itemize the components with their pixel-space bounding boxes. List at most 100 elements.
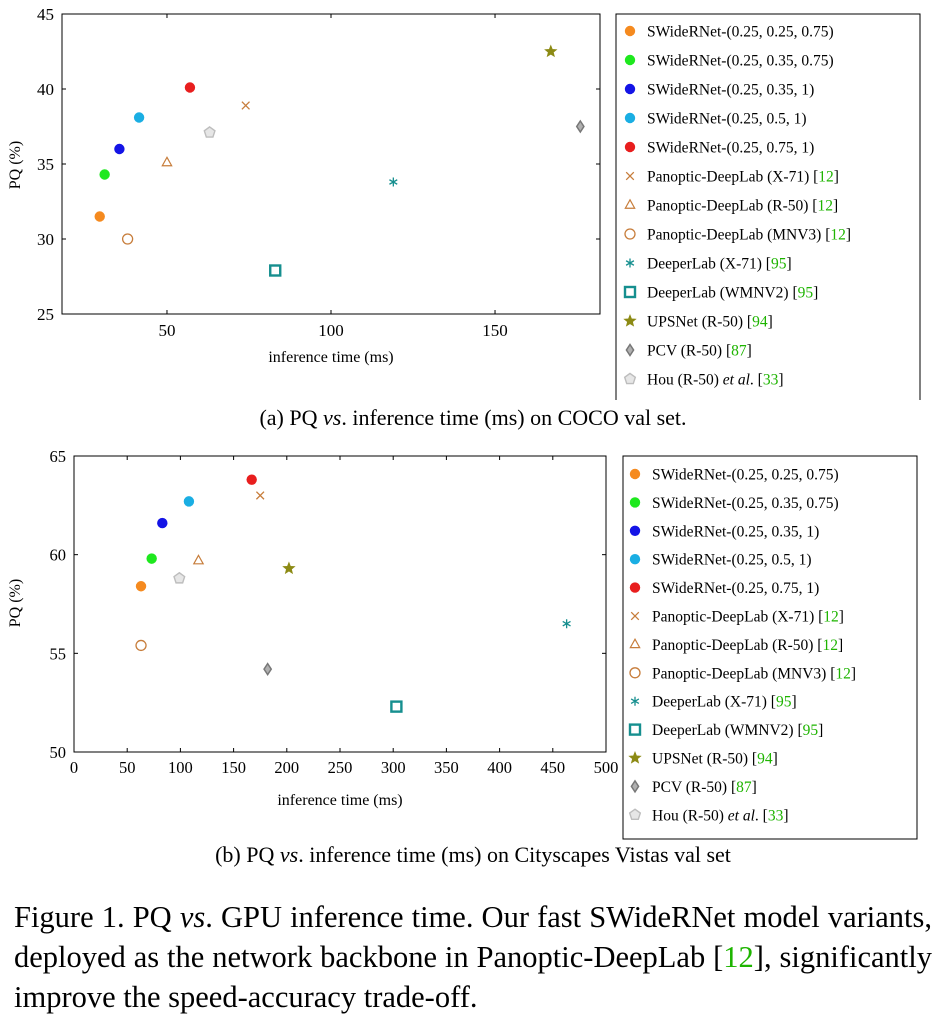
legend-item: SWideRNet-(0.25, 0.5, 1) [629, 552, 812, 569]
y-tick-label: 55 [50, 644, 67, 663]
data-point-diamond-marker [263, 662, 273, 676]
legend-x-marker [630, 611, 640, 621]
legend-ref-link[interactable]: 94 [752, 314, 768, 331]
legend-label: Panoptic-DeepLab (X-71) [12] [652, 609, 844, 626]
data-point-circle-marker [94, 211, 105, 222]
legend-circle-marker [624, 83, 636, 95]
legend-item: PCV (R-50) [87] [625, 343, 752, 360]
legend-label-name: Panoptic-DeepLab (MNV3) [ [647, 227, 830, 244]
legend-item: SWideRNet-(0.25, 0.75, 1) [629, 580, 819, 597]
legend-circle-marker [629, 468, 641, 480]
data-point-triangle-marker [192, 554, 205, 565]
legend-label: DeeperLab (X-71) [95] [647, 256, 792, 273]
legend-label-name: SWideRNet-(0.25, 0.25, 0.75) [652, 467, 839, 484]
legend-ref-link[interactable]: 33 [763, 372, 779, 389]
legend-ref-link[interactable]: 95 [798, 285, 814, 302]
legend-item: Panoptic-DeepLab (MNV3) [12] [624, 227, 851, 244]
y-axis-label: PQ (%) [7, 141, 24, 189]
legend-label: SWideRNet-(0.25, 0.35, 0.75) [647, 53, 834, 70]
legend-label-bracket: ] [778, 372, 783, 389]
x-tick-label: 150 [221, 758, 246, 777]
legend-item: DeeperLab (X-71) [95] [625, 256, 792, 273]
data-point-open-circle-marker [121, 233, 134, 245]
legend-circle-marker [624, 54, 636, 66]
legend-item: DeeperLab (WMNV2) [95] [623, 285, 818, 302]
subcaption-a-vs: vs [323, 405, 342, 430]
y-tick-label: 50 [50, 743, 67, 762]
legend-item: SWideRNet-(0.25, 0.35, 1) [629, 523, 819, 540]
legend-label: SWideRNet-(0.25, 0.75, 1) [647, 140, 814, 157]
figure-caption-part3: ], significantly improve the speed-accur… [14, 940, 932, 1014]
legend-label: SWideRNet-(0.25, 0.5, 1) [652, 552, 812, 569]
legend-label: SWideRNet-(0.25, 0.25, 0.75) [647, 24, 834, 41]
figure-caption-vs: vs [179, 900, 206, 934]
legend-label: DeeperLab (WMNV2) [95] [652, 722, 823, 739]
legend-triangle-marker [629, 637, 641, 649]
legend-ref-link[interactable]: 12 [818, 169, 834, 186]
figure-caption: Figure 1. PQ vs. GPU inference time. Our… [14, 897, 932, 1017]
legend-label-name: PCV (R-50) [ [647, 343, 731, 360]
legend-label: DeeperLab (WMNV2) [95] [647, 285, 818, 302]
legend-label-bracket: ] [747, 343, 752, 360]
legend-label-name: DeeperLab (WMNV2) [ [652, 722, 803, 739]
figure-caption-ref-link[interactable]: 12 [723, 940, 754, 974]
legend-ref-link[interactable]: 12 [835, 665, 851, 682]
legend-label: Hou (R-50) et al. [33] [652, 807, 789, 824]
legend-label: Panoptic-DeepLab (X-71) [12] [647, 169, 839, 186]
legend-label-italic: et al [723, 372, 750, 389]
legend-label-bracket: ] [752, 779, 757, 796]
legend-label-name: SWideRNet-(0.25, 0.35, 0.75) [647, 53, 834, 70]
legend-label-bracket: ] [851, 665, 856, 682]
data-point-asterisk-marker [389, 177, 398, 187]
legend-circle-marker [629, 582, 641, 593]
x-tick-label: 100 [318, 321, 344, 340]
legend-pentagon-marker [628, 808, 642, 821]
legend-ref-link[interactable]: 87 [731, 343, 747, 360]
legend-label-name: SWideRNet-(0.25, 0.5, 1) [647, 111, 807, 128]
legend-ref-link[interactable]: 12 [823, 609, 839, 626]
legend-label-italic: et al [728, 807, 755, 824]
data-point-circle-marker [157, 517, 168, 529]
subcaption-b-vs: vs [279, 842, 299, 867]
legend-item: SWideRNet-(0.25, 0.35, 0.75) [629, 495, 839, 512]
legend-ref-link[interactable]: 87 [736, 779, 752, 796]
legend-label-bracket: ] [834, 169, 839, 186]
legend-ref-link[interactable]: 33 [768, 807, 784, 824]
legend-circle-marker [629, 497, 641, 508]
legend-ref-link[interactable]: 12 [830, 227, 846, 244]
legend-label-name: SWideRNet-(0.25, 0.35, 0.75) [652, 495, 839, 512]
data-point-circle-marker [133, 112, 145, 123]
legend-label-name: Panoptic-DeepLab (X-71) [ [647, 169, 818, 186]
x-tick-label: 300 [381, 758, 406, 777]
plot-frame [61, 13, 601, 315]
legend-ref-link[interactable]: 12 [822, 637, 838, 654]
legend-ref-link[interactable]: 94 [757, 751, 773, 768]
legend-label: SWideRNet-(0.25, 0.25, 0.75) [652, 467, 839, 484]
legend-label-bracket: ] [846, 227, 851, 244]
legend-label-name: DeeperLab (WMNV2) [ [647, 285, 798, 302]
subcaption-a-prefix: (a) PQ [259, 405, 323, 430]
legend-label-name: Hou (R-50) [647, 372, 723, 389]
legend-ref-link[interactable]: 95 [803, 722, 819, 739]
legend-item: Hou (R-50) et al. [33] [628, 807, 789, 824]
legend-asterisk-marker [625, 258, 635, 268]
legend-ref-link[interactable]: 12 [817, 198, 833, 215]
data-point-pentagon-marker [203, 126, 216, 138]
legend-label-name: Panoptic-DeepLab (R-50) [ [647, 198, 817, 215]
x-tick-label: 150 [482, 321, 508, 340]
legend-ref-link[interactable]: 95 [776, 694, 792, 711]
legend-star-marker [628, 750, 642, 764]
legend-item: UPSNet (R-50) [94] [623, 314, 773, 331]
legend-label: UPSNet (R-50) [94] [647, 314, 773, 331]
legend-label-name: DeeperLab (X-71) [ [652, 694, 776, 711]
legend-label: SWideRNet-(0.25, 0.75, 1) [652, 580, 819, 597]
data-point-square-marker [390, 700, 403, 713]
legend-ref-link[interactable]: 95 [771, 256, 787, 273]
data-point-open-circle-marker [135, 639, 147, 652]
legend-item: DeeperLab (X-71) [95] [630, 694, 797, 711]
y-tick-label: 30 [37, 230, 54, 249]
legend-item: Panoptic-DeepLab (R-50) [12] [624, 198, 838, 215]
x-tick-label: 500 [594, 758, 619, 777]
legend-triangle-marker [624, 198, 636, 209]
legend-label-bracket: ] [838, 637, 843, 654]
